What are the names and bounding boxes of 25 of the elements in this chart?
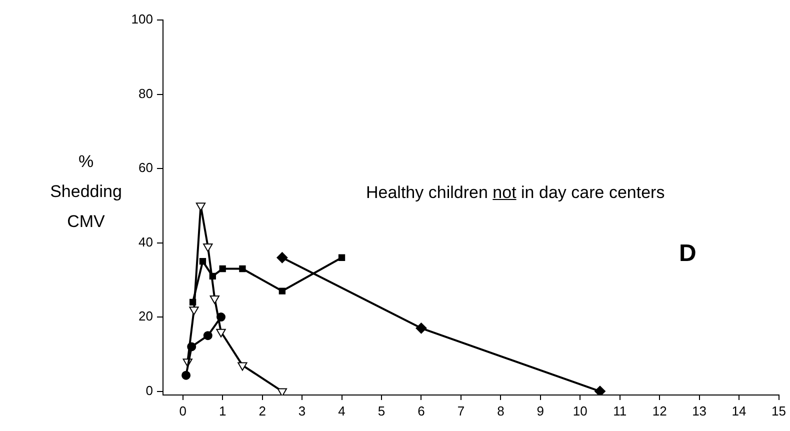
x-tick-label: 4 (338, 403, 346, 418)
annotation: D (679, 240, 696, 267)
y-tick-label: 100 (131, 12, 153, 27)
annotation: Healthy children not in day care centers (366, 183, 665, 202)
x-tick-label: 14 (732, 403, 746, 418)
x-tick-label: 12 (652, 403, 667, 418)
x-tick-label: 5 (378, 403, 386, 418)
x-tick-label: 13 (692, 403, 707, 418)
y-axis-title: % Shedding CMV (50, 152, 122, 232)
x-tick-label: 2 (258, 403, 266, 418)
y-tick-label: 0 (146, 382, 153, 398)
x-tick-label: 15 (772, 403, 786, 418)
x-tick-label: 1 (218, 403, 226, 418)
x-tick-label: 0 (179, 403, 186, 418)
y-tick-label: 80 (138, 86, 153, 101)
y-tick-label: 40 (138, 234, 153, 250)
x-tick-label: 11 (613, 403, 627, 418)
x-tick-label: 3 (298, 403, 306, 418)
x-tick-label: 7 (457, 403, 465, 418)
y-tick-label: 20 (138, 308, 153, 324)
y-tick-label: 60 (138, 160, 153, 176)
x-tick-label: 8 (497, 403, 504, 418)
x-tick-label: 10 (572, 403, 588, 418)
x-tick-label: 6 (418, 403, 425, 418)
x-tick-label: 9 (536, 403, 544, 418)
